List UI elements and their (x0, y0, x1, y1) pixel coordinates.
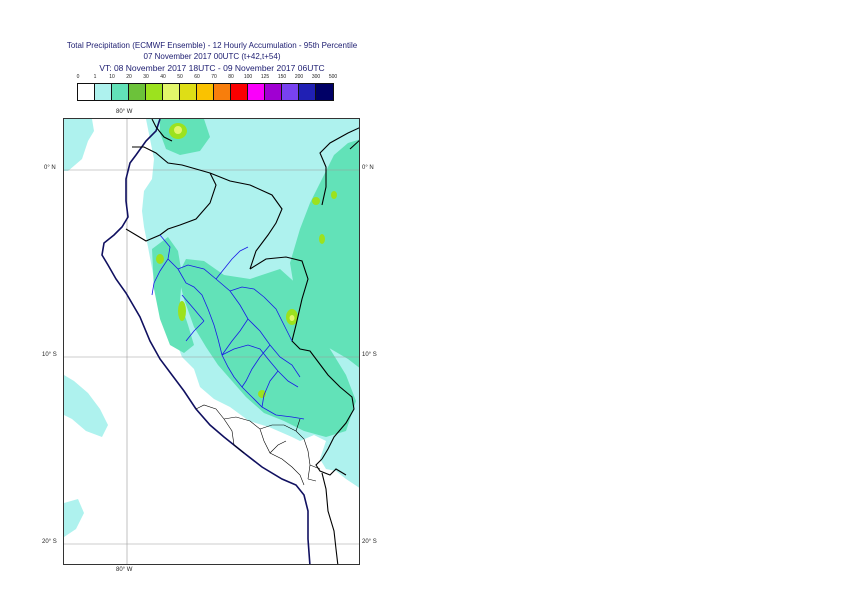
legend-label: 20 (126, 74, 132, 80)
border-peru-bolivia (315, 458, 347, 476)
lat-label-0-right: 0° N (362, 165, 374, 171)
precip-spot-central-core (289, 315, 295, 321)
legend-swatch (95, 84, 112, 100)
precip-spot-north-core (174, 126, 182, 134)
legend-label: 50 (177, 74, 183, 80)
legend-label: 30 (143, 74, 149, 80)
legend-label: 40 (160, 74, 166, 80)
legend-label: 60 (194, 74, 200, 80)
precip-spot-andes (178, 301, 186, 321)
legend-swatch (78, 84, 95, 100)
border-colombia-brazil (319, 127, 359, 206)
lat-label-0-left: 0° N (44, 165, 56, 171)
lat-label-20s-right: 20° S (362, 539, 377, 545)
map-title-block: Total Precipitation (ECMWF Ensemble) - 1… (0, 40, 424, 74)
border-bolivia-chile (321, 472, 339, 564)
legend-label: 1 (93, 74, 97, 80)
legend-label: 125 (260, 74, 270, 80)
precip-patch-bottom-left (64, 499, 84, 537)
legend-swatch (129, 84, 146, 100)
legend-swatch (214, 84, 231, 100)
precipitation-map (63, 118, 360, 565)
legend-label: 300 (311, 74, 321, 80)
legend-swatch (282, 84, 299, 100)
precip-area-light-west (64, 119, 94, 171)
legend-swatch (248, 84, 265, 100)
legend-swatch (146, 84, 163, 100)
legend-swatch (231, 84, 248, 100)
precip-legend: 0 1 10 20 30 40 50 60 70 80 100 125 150 200 300 500 (77, 74, 347, 102)
legend-swatch (112, 84, 129, 100)
lon-label-top: 80° W (116, 109, 133, 115)
precip-area-moderate-andes (152, 237, 194, 353)
legend-swatch (180, 84, 197, 100)
legend-swatch (163, 84, 180, 100)
legend-swatch (265, 84, 282, 100)
legend-label: 0 (76, 74, 80, 80)
precip-spot-amazon-1 (312, 197, 320, 205)
legend-label: 200 (294, 74, 304, 80)
legend-label: 80 (228, 74, 234, 80)
border-peru-colombia (209, 172, 283, 270)
map-title: Total Precipitation (ECMWF Ensemble) - 1… (66, 41, 358, 50)
region-boundaries-blue (151, 234, 305, 420)
precip-spot-amazon-3 (319, 234, 325, 244)
border-venezuela-colombia (349, 140, 359, 150)
legend-labels: 0 1 10 20 30 40 50 60 70 80 100 125 150 200 300 500 (77, 74, 347, 84)
lat-label-10s-right: 10° S (362, 352, 377, 358)
lat-label-10s-left: 10° S (42, 352, 57, 358)
region-boundaries-black (195, 404, 321, 486)
legend-swatch (316, 84, 333, 100)
border-colombia-ecuador (132, 146, 211, 174)
precip-patch-coastal-sw (64, 375, 108, 437)
precip-spot-andes-north (156, 254, 164, 264)
lon-label-bottom: 80° W (116, 567, 133, 573)
legend-swatch (197, 84, 214, 100)
lat-label-20s-left: 20° S (42, 539, 57, 545)
map-svg (64, 119, 359, 564)
legend-color-bar (77, 83, 334, 101)
legend-swatch (299, 84, 316, 100)
valid-time: VT: 08 November 2017 18UTC - 09 November… (99, 63, 325, 73)
precip-spot-amazon-2 (331, 191, 337, 199)
base-time: 07 November 2017 00UTC (t+42,t+54) (143, 52, 281, 61)
border-colombia-northwest (151, 119, 173, 142)
border-peru-brazil (249, 256, 355, 460)
legend-label: 100 (243, 74, 253, 80)
legend-label: 70 (211, 74, 217, 80)
legend-label: 500 (328, 74, 338, 80)
border-peru-north (125, 172, 217, 242)
coastline (101, 119, 311, 564)
legend-label: 150 (277, 74, 287, 80)
legend-label: 10 (109, 74, 115, 80)
